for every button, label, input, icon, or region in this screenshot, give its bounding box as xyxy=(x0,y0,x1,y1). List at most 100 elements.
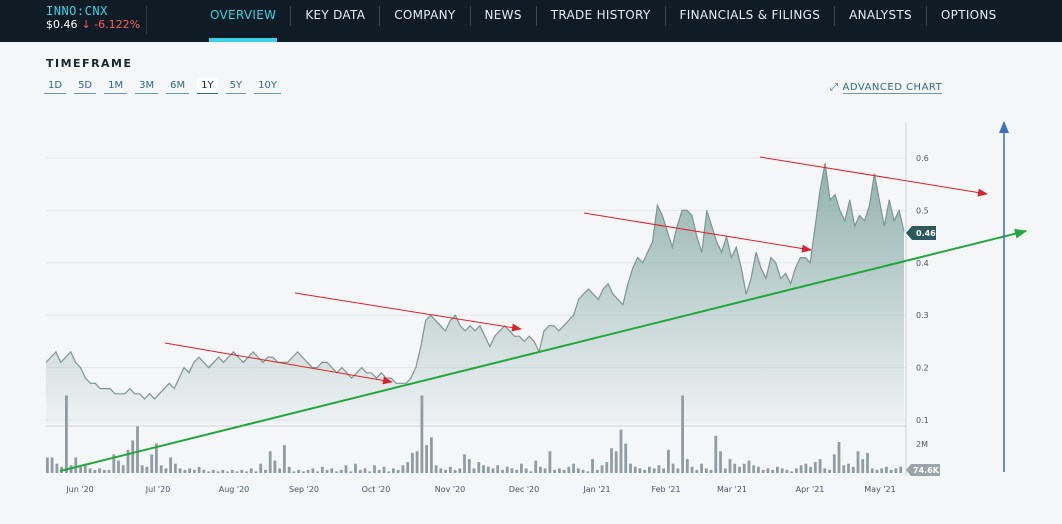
volume-bar xyxy=(254,471,258,473)
volume-bar xyxy=(515,469,519,473)
annotation-arrows xyxy=(59,121,1027,472)
volume-bar xyxy=(339,469,343,473)
timeframe-1y-button[interactable]: 1Y xyxy=(197,78,218,94)
volume-bar xyxy=(885,466,888,473)
volume-bar xyxy=(434,465,438,474)
x-tick-label: Apr '21 xyxy=(796,485,825,494)
x-tick-label: Nov '20 xyxy=(435,485,466,494)
timeframe-1d-button[interactable]: 1D xyxy=(44,78,67,94)
volume-bar xyxy=(766,468,770,473)
volume-bar xyxy=(638,468,642,473)
volume-bar xyxy=(790,471,793,473)
x-tick-label: Jul '20 xyxy=(145,485,171,494)
timeframe-title: TIMEFRAME xyxy=(46,57,133,70)
volume-bar xyxy=(467,459,471,474)
tab-trade-history[interactable]: TRADE HISTORY xyxy=(550,8,651,22)
tab-analysts[interactable]: ANALYSTS xyxy=(849,8,912,22)
timeframe-1m-button[interactable]: 1M xyxy=(104,78,128,94)
volume-bar xyxy=(216,471,220,473)
volume-bar xyxy=(576,468,580,473)
volume-bar xyxy=(752,465,756,474)
volume-bar xyxy=(581,469,585,473)
y-tick-label: 0.5 xyxy=(916,206,929,215)
volume-bar xyxy=(411,452,414,474)
volume-bar xyxy=(747,460,751,473)
volume-bar xyxy=(349,471,353,473)
timeframe-6m-button[interactable]: 6M xyxy=(166,78,190,94)
volume-bar xyxy=(74,457,78,473)
volume-bar xyxy=(600,465,604,474)
volume-bar xyxy=(529,471,533,473)
timeframe-5d-button[interactable]: 5D xyxy=(74,78,97,94)
volume-bar xyxy=(605,462,609,473)
volume-bar xyxy=(505,466,509,473)
tab-company[interactable]: COMPANY xyxy=(394,8,456,22)
y-axis-labels: 0.6 0.5 0.4 0.3 0.2 0.1 xyxy=(916,154,929,425)
volume-bar xyxy=(188,468,191,473)
volume-bar xyxy=(183,469,187,473)
current-price-badge: 0.46 xyxy=(906,226,936,240)
volume-bar xyxy=(264,469,267,473)
advanced-chart-link[interactable]: ⤢ ADVANCED CHART xyxy=(830,82,943,94)
y-tick-label: 0.3 xyxy=(916,311,929,320)
volume-bar xyxy=(510,468,514,473)
tab-financials-filings[interactable]: FINANCIALS & FILINGS xyxy=(679,8,821,22)
nav-divider xyxy=(834,6,836,26)
volume-bar xyxy=(695,469,699,473)
volume-bar xyxy=(159,465,163,474)
volume-bar xyxy=(842,465,846,474)
volume-bar xyxy=(662,468,665,473)
tab-overview[interactable]: OVERVIEW xyxy=(196,0,290,42)
volume-bar xyxy=(363,468,367,473)
volume-bar xyxy=(283,445,286,473)
x-tick-label: Aug '20 xyxy=(219,485,250,494)
volume-bar xyxy=(325,469,329,473)
nav-divider xyxy=(925,6,927,26)
x-tick-label: Jun '20 xyxy=(65,485,93,494)
volume-bar xyxy=(652,468,656,473)
volume-bar xyxy=(155,443,158,473)
volume-bar xyxy=(496,465,500,474)
volume-bar xyxy=(685,459,689,474)
x-tick-label: Mar '21 xyxy=(717,485,747,494)
tab-key-data[interactable]: KEY DATA xyxy=(305,8,366,22)
volume-bar xyxy=(259,463,263,473)
volume-bar xyxy=(65,395,68,473)
volume-bar xyxy=(757,466,760,473)
timeframe-5y-button[interactable]: 5Y xyxy=(225,78,247,94)
tab-news[interactable]: NEWS xyxy=(484,8,522,22)
volume-bar xyxy=(804,463,808,473)
volume-bar xyxy=(377,469,381,473)
x-tick-label: Oct '20 xyxy=(362,485,391,494)
volume-bar xyxy=(306,469,310,473)
volume-bar xyxy=(780,468,784,473)
volume-bar xyxy=(548,451,552,473)
volume-bar xyxy=(719,451,722,473)
volume-bar xyxy=(856,451,860,473)
volume-bar xyxy=(145,466,149,473)
volume-bar xyxy=(221,469,225,473)
volume-bar xyxy=(823,468,827,473)
volume-bar xyxy=(382,466,386,473)
volume-bar xyxy=(425,445,428,473)
volume-bar xyxy=(671,463,675,473)
top-bar: INNO:CNX $0.46 ↓ -6.122% OVERVIEW KEY DAT… xyxy=(0,0,1062,42)
volume-bar xyxy=(396,469,400,473)
timeframe-10y-button[interactable]: 10Y xyxy=(254,78,281,94)
volume-bar xyxy=(245,471,248,473)
volume-bar xyxy=(235,471,239,473)
price-badge-shape xyxy=(906,226,936,240)
volume-badge-shape xyxy=(906,464,940,476)
timeframe-3m-button[interactable]: 3M xyxy=(135,78,159,94)
volume-bar xyxy=(847,463,850,473)
downtrend-arrow-3 xyxy=(583,212,812,253)
volume-bar xyxy=(738,466,741,473)
volume-bar xyxy=(453,469,457,473)
volume-bar xyxy=(444,469,447,473)
volume-bar xyxy=(50,457,54,473)
tab-options[interactable]: OPTIONS xyxy=(940,8,997,22)
volume-bar xyxy=(448,466,452,473)
volume-bar xyxy=(311,468,315,473)
volume-bar xyxy=(614,451,618,473)
